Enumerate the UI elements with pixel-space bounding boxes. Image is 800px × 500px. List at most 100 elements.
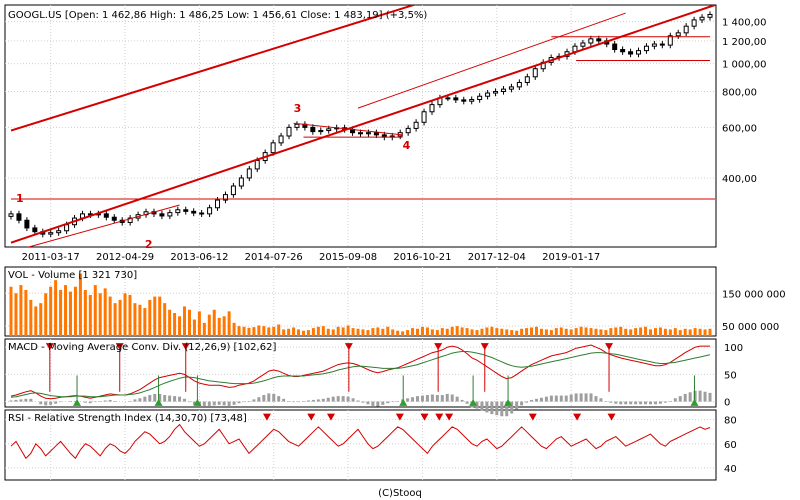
volume-bar (485, 327, 489, 336)
macd-histogram-bar (678, 396, 682, 402)
volume-bar (44, 293, 48, 336)
candle-body (659, 43, 665, 46)
macd-histogram-bar (460, 399, 464, 402)
volume-bar (525, 328, 529, 336)
macd-histogram-bar (336, 396, 340, 402)
macd-histogram-bar (242, 401, 246, 403)
macd-histogram-bar (425, 395, 429, 402)
candle-body (365, 132, 371, 135)
candle-body (207, 207, 213, 215)
macd-histogram-bar (222, 401, 226, 406)
volume-bar (430, 329, 434, 336)
volume-bar (232, 322, 236, 336)
volume-bar (445, 328, 449, 336)
macd-histogram-bar (173, 396, 177, 402)
macd-histogram-bar (629, 401, 633, 405)
candle-body (421, 111, 427, 123)
macd-histogram-bar (287, 401, 291, 402)
macd-histogram-bar (331, 396, 335, 402)
volume-bar (301, 330, 305, 336)
date-x-tick-label: 2012-04-29 (96, 252, 154, 263)
macd-histogram-bar (49, 401, 53, 405)
volume-bar (381, 328, 385, 336)
macd-histogram-bar (187, 401, 191, 403)
macd-histogram-bar (515, 401, 519, 410)
volume-bar (460, 327, 464, 336)
candle-body (215, 199, 221, 209)
macd-histogram-bar (411, 397, 415, 402)
macd-histogram-bar (237, 401, 241, 404)
rsi-overbought-marker (420, 413, 429, 421)
candle-body (16, 213, 22, 221)
macd-histogram-bar (133, 399, 137, 402)
volume-bar (614, 327, 618, 336)
candle-body (103, 213, 109, 218)
price-y-tick-label: 400,00 (722, 174, 757, 185)
macd-histogram-bar (282, 398, 286, 402)
price-y-tick-label: 1 200,00 (722, 37, 767, 48)
volume-bar (470, 329, 474, 336)
macd-buy-marker (154, 398, 163, 406)
macd-histogram-bar (574, 393, 578, 402)
candle-body (667, 35, 673, 46)
candle-body (270, 142, 276, 154)
volume-bar (644, 326, 648, 336)
volume-bar (192, 319, 196, 336)
macd-histogram-bar (420, 395, 424, 402)
rsi-line (10, 423, 711, 460)
volume-bar (495, 328, 499, 336)
macd-histogram-bar (559, 395, 563, 402)
macd-histogram-bar (505, 401, 509, 417)
macd-histogram-bar (584, 393, 588, 402)
candle-body (111, 216, 117, 221)
rsi-y-tick-label: 80 (724, 416, 737, 427)
candle-body (532, 68, 538, 78)
candle-body (461, 99, 467, 102)
macd-histogram-bar (351, 398, 355, 402)
volume-bar (183, 306, 187, 336)
macd-histogram-bar (440, 395, 444, 402)
volume-bar (500, 328, 504, 336)
volume-bar (559, 327, 563, 336)
volume-bar (247, 327, 251, 336)
candle-body (246, 168, 252, 179)
volume-bar (133, 303, 137, 336)
macd-buy-marker (690, 398, 699, 406)
date-x-tick-label: 2011-03-17 (22, 252, 80, 263)
pattern-label-1: 1 (16, 192, 24, 205)
macd-histogram-bar (450, 394, 454, 402)
candle-body (651, 43, 657, 47)
macd-histogram-bar (247, 401, 251, 402)
volume-bar (29, 299, 33, 336)
rsi-overbought-marker (573, 413, 582, 421)
volume-bar (624, 328, 628, 336)
macd-histogram-bar (495, 401, 499, 416)
volume-bar (262, 326, 266, 336)
candle-body (683, 25, 689, 34)
macd-histogram-bar (658, 401, 662, 404)
candle-body (24, 219, 30, 229)
panel-frame-3 (4, 409, 717, 481)
price-y-tick-label: 1 000,00 (722, 60, 767, 71)
volume-bar (78, 273, 82, 336)
volume-bar (584, 327, 588, 336)
macd-histogram-bar (480, 401, 484, 411)
macd-histogram-bar (207, 401, 211, 406)
macd-histogram-bar (371, 401, 375, 406)
candle-body (636, 50, 642, 55)
macd-panel-title: MACD - Moving Average Conv. Div. (12,26,… (8, 342, 276, 353)
volume-bar (440, 328, 444, 336)
macd-histogram-bar (292, 401, 296, 403)
macd-histogram-bar (599, 398, 603, 402)
macd-histogram-bar (416, 396, 420, 402)
candle-body (238, 177, 244, 187)
macd-histogram-bar (391, 401, 395, 403)
volume-bar (272, 326, 276, 336)
volume-bar (376, 327, 380, 336)
macd-histogram-bar (386, 401, 390, 404)
candle-body (643, 45, 649, 52)
volume-bar (579, 326, 583, 336)
candle-body (469, 99, 475, 102)
macd-histogram-bar (544, 396, 548, 402)
volume-bar (267, 327, 271, 336)
